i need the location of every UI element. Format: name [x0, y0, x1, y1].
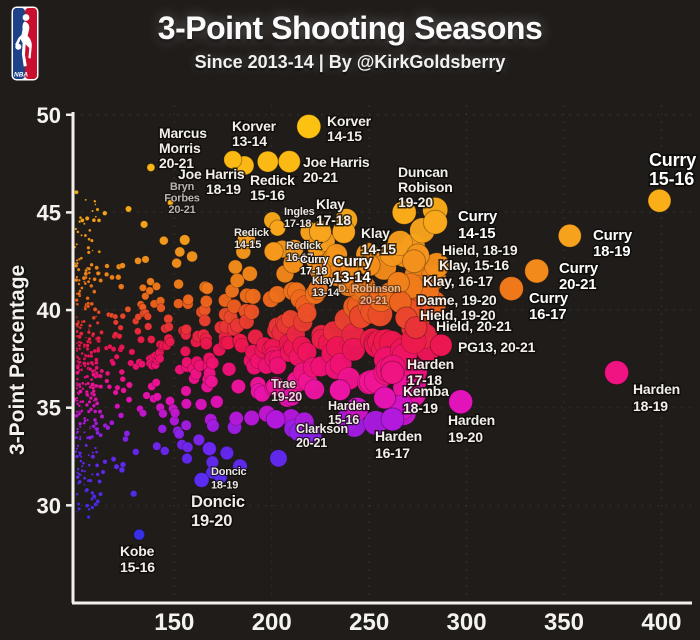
point-label: D. Robinson 20-21: [338, 283, 401, 307]
labeled-point: [647, 188, 672, 213]
point-label: Kemba 18-19: [403, 383, 449, 416]
point-label: Harden 17-18: [407, 356, 454, 388]
point-label: Curry 15-16: [649, 150, 696, 189]
axes: 30 35 40 45 50 150 200 250 300 350 400: [37, 103, 692, 636]
point-label: Harden 15-16: [328, 399, 370, 427]
labeled-point: [308, 220, 332, 244]
x-tick-label: 200: [252, 609, 292, 636]
labeled-point: [604, 360, 630, 386]
point-label: PG13, 20-21: [458, 339, 536, 355]
labeled-point: [146, 163, 156, 172]
nba-logo-blue-half: [13, 8, 25, 79]
x-tick-label: 150: [154, 609, 194, 636]
point-label: Klay 13-14: [312, 275, 340, 299]
point-label: Marcus Morris 20-21: [159, 125, 207, 171]
x-tick-label: 350: [544, 609, 584, 636]
point-label: Ingles 17-18: [284, 206, 315, 230]
point-label: Bryn Forbes 20-21: [164, 181, 200, 216]
labeled-point: [391, 199, 417, 225]
labeled-point: [263, 241, 284, 262]
labeled-point: [296, 114, 322, 139]
point-label: Joe Harris 18-19: [178, 166, 245, 197]
labeled-point: [223, 150, 243, 170]
point-label: Redick 14-15: [234, 227, 270, 251]
y-tick-label: 45: [37, 200, 61, 225]
point-label: Curry 16-17: [529, 290, 569, 323]
point-label: Korver 13-14: [232, 118, 277, 149]
point-label: Redick 16-17: [286, 240, 322, 264]
point-label: Kobe 15-16: [120, 543, 155, 575]
point-label: Joe Harris 20-21: [303, 154, 370, 185]
point-label: Doncic 18-19: [211, 466, 247, 492]
labeled-point: [328, 379, 351, 402]
labeled-point: [357, 253, 381, 277]
point-label: Hield, 20-21: [436, 318, 512, 334]
page-subtitle: Since 2013-14 | By @KirkGoldsberry: [194, 52, 506, 72]
point-label: Harden 19-20: [448, 412, 495, 445]
point-label: Klay, 15-16: [439, 257, 509, 273]
labeled-point: [524, 258, 550, 284]
point-label: Trae 19-20: [271, 377, 302, 404]
labeled-point: [429, 333, 453, 357]
labeled-point: [282, 252, 304, 274]
point-label: Clarkson 20-21: [296, 422, 348, 450]
point-label: Curry 18-19: [593, 227, 633, 260]
y-tick-label: 40: [37, 298, 61, 323]
y-tick-label: 30: [37, 493, 61, 518]
labeled-point: [448, 389, 474, 415]
point-label: Harden 16-17: [375, 428, 422, 461]
labeled-point: [422, 209, 448, 235]
point-label: Doncic 19-20: [191, 493, 245, 530]
labeled-point: [265, 409, 286, 430]
point-label: Curry 20-21: [559, 260, 599, 293]
x-tick-label: 300: [447, 609, 487, 636]
y-tick-label: 50: [37, 103, 61, 128]
point-label: Curry 14-15: [458, 208, 498, 242]
point-label: Curry 13-14: [333, 253, 373, 286]
point-label: Duncan Robison 19-20: [398, 164, 453, 210]
labeled-point: [193, 472, 210, 488]
labeled-point: [380, 407, 405, 432]
labeled-point: [331, 219, 356, 244]
point-label: Dame, 19-20: [417, 292, 497, 308]
x-tick-label: 250: [349, 609, 389, 636]
labeled-point: [201, 441, 217, 457]
labeled-point: [380, 360, 405, 385]
point-label: Klay, 16-17: [423, 273, 493, 289]
labeled-point: [236, 230, 256, 250]
nba-logo: NBA: [11, 6, 39, 81]
nba-player-silhouette-icon: [15, 14, 32, 67]
labeled-point: [373, 386, 397, 410]
point-label: Redick 15-16: [250, 172, 295, 203]
labeled-point: [265, 376, 286, 397]
point-label: Klay 14-15: [361, 225, 396, 257]
point-label: Curry 17-18: [300, 254, 329, 278]
labeled-point: [557, 223, 582, 248]
x-tick-label: 400: [641, 609, 681, 636]
labeled-point: [166, 199, 174, 207]
y-tick-label: 35: [37, 396, 61, 421]
labeled-point: [309, 260, 332, 282]
point-labels: Korver 14-15 Marcus Morris 20-21 Korver 13-14 J…: [119, 112, 699, 577]
point-label: Hield, 18-19: [442, 242, 518, 258]
point-label: Harden 18-19: [633, 381, 680, 414]
point-label: Klay 17-18: [316, 196, 351, 228]
labeled-point: [348, 279, 371, 302]
labeled-point: [277, 150, 301, 174]
point-label: Korver 14-15: [327, 113, 372, 144]
labeled-point: [404, 316, 428, 340]
labeled-point: [256, 150, 279, 173]
page-title: 3-Point Shooting Seasons: [157, 10, 543, 46]
labeled-point: [498, 276, 524, 302]
nba-wordmark: NBA: [14, 72, 28, 79]
labeled-points: [133, 114, 672, 541]
labeled-point: [269, 219, 287, 237]
point-label: Hield, 19-20: [420, 307, 496, 323]
labeled-point: [133, 528, 146, 541]
labeled-point: [402, 249, 426, 274]
